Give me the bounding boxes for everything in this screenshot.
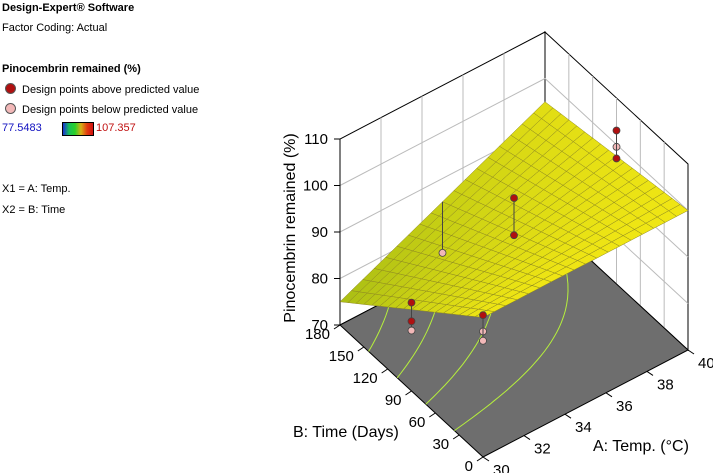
y-tick-label: 90 bbox=[385, 392, 402, 409]
x-tick-label: 32 bbox=[534, 441, 551, 458]
x-tick-mark bbox=[482, 456, 490, 462]
design-point-above bbox=[612, 126, 621, 135]
contour-line bbox=[368, 298, 392, 352]
z-axis-label: Pinocembrin remained (%) bbox=[282, 133, 299, 322]
x-tick-label: 30 bbox=[493, 462, 510, 473]
x-tick-mark bbox=[523, 435, 531, 441]
y-tick-label: 150 bbox=[329, 348, 354, 365]
y-tick-mark bbox=[333, 324, 341, 330]
color-max: 107.357 bbox=[96, 122, 136, 134]
y-tick-mark bbox=[405, 390, 412, 396]
z-tick-label: 70 bbox=[311, 317, 328, 334]
design-point-above bbox=[407, 298, 416, 307]
factor-x1: X1 = A: Temp. bbox=[2, 183, 71, 195]
legend-below-label: Design points below predicted value bbox=[22, 104, 199, 116]
design-point-above bbox=[510, 231, 518, 240]
response-surface bbox=[339, 101, 689, 318]
design-point-above bbox=[612, 154, 621, 163]
response-name: Pinocembrin remained (%) bbox=[2, 63, 141, 75]
y-tick-label: 30 bbox=[432, 436, 449, 453]
software-title: Design-Expert® Software bbox=[2, 2, 135, 14]
above-point-icon bbox=[5, 83, 16, 94]
color-scale-bar bbox=[62, 122, 94, 136]
design-points bbox=[407, 126, 621, 345]
z-tick-label: 90 bbox=[311, 224, 328, 241]
x-tick-mark bbox=[564, 413, 572, 419]
surface-cell bbox=[533, 101, 554, 119]
z-tick-label: 80 bbox=[311, 271, 328, 288]
y-tick-label: 60 bbox=[409, 414, 426, 431]
x-tick-mark bbox=[605, 392, 613, 398]
design-point-below bbox=[479, 336, 487, 345]
legend-above-label: Design points above predicted value bbox=[22, 84, 200, 96]
factor-x2: X2 = B: Time bbox=[2, 204, 66, 216]
legend-below: Design points below predicted value bbox=[5, 103, 198, 116]
y-tick-mark bbox=[381, 368, 388, 374]
z-tick-label: 100 bbox=[303, 178, 328, 195]
x-tick-mark bbox=[646, 370, 654, 376]
design-point-above bbox=[479, 311, 487, 320]
y-tick-mark bbox=[476, 456, 484, 462]
y-tick-mark bbox=[452, 434, 460, 440]
y-axis-label: B: Time (Days) bbox=[293, 424, 399, 441]
y-tick-mark bbox=[429, 412, 436, 418]
design-point-above bbox=[407, 317, 416, 326]
design-point-below bbox=[438, 248, 447, 257]
color-min: 77.5483 bbox=[2, 122, 42, 134]
below-point-icon bbox=[5, 103, 16, 114]
y-tick-mark bbox=[357, 346, 365, 352]
factor-coding: Factor Coding: Actual bbox=[2, 22, 108, 34]
y-tick-label: 120 bbox=[353, 370, 378, 387]
x-tick-label: 38 bbox=[657, 376, 674, 393]
y-tick-label: 0 bbox=[465, 458, 473, 473]
x-tick-label: 36 bbox=[616, 398, 633, 415]
x-axis-label: A: Temp. (°C) bbox=[593, 438, 689, 455]
x-tick-mark bbox=[687, 349, 695, 355]
z-tick-label: 110 bbox=[304, 131, 328, 148]
design-point-above bbox=[510, 194, 518, 202]
axis-ticks: 70 80 90 100 110 30 32 34 36 38 40 0 30 60 90 120 150 180 bbox=[303, 131, 713, 473]
legend-above: Design points above predicted value bbox=[5, 83, 199, 96]
x-tick-label: 40 bbox=[698, 355, 713, 372]
x-tick-label: 34 bbox=[575, 419, 592, 436]
y-tick-label: 180 bbox=[305, 326, 330, 343]
design-point-below bbox=[407, 326, 416, 335]
contour-line bbox=[454, 217, 569, 432]
